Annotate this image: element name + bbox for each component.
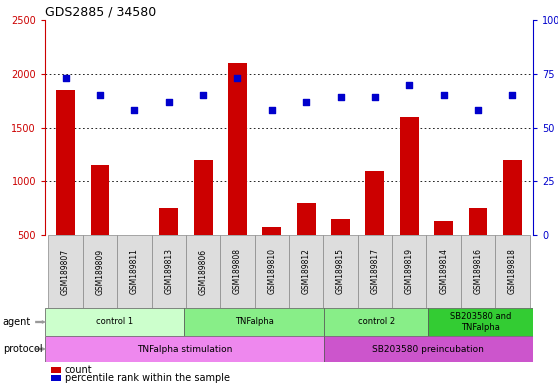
Text: GSM189815: GSM189815 bbox=[336, 248, 345, 295]
Bar bbox=[461, 235, 495, 308]
Bar bbox=[90, 165, 109, 235]
Text: GSM189806: GSM189806 bbox=[199, 248, 208, 295]
Text: SB203580 and
TNFalpha: SB203580 and TNFalpha bbox=[450, 312, 511, 332]
Point bbox=[199, 92, 208, 98]
Text: control 1: control 1 bbox=[96, 318, 133, 326]
Text: GSM189810: GSM189810 bbox=[267, 248, 276, 295]
Text: GSM189812: GSM189812 bbox=[302, 248, 311, 295]
Bar bbox=[159, 208, 178, 235]
Text: percentile rank within the sample: percentile rank within the sample bbox=[65, 373, 229, 383]
Bar bbox=[194, 160, 213, 235]
Point bbox=[336, 94, 345, 101]
Point bbox=[233, 75, 242, 81]
Text: GSM189811: GSM189811 bbox=[130, 248, 139, 295]
Text: protocol: protocol bbox=[3, 344, 42, 354]
Bar bbox=[495, 235, 530, 308]
Text: GSM189814: GSM189814 bbox=[439, 248, 448, 295]
Point bbox=[130, 107, 139, 113]
Bar bbox=[324, 336, 533, 362]
Bar bbox=[434, 221, 453, 235]
Bar bbox=[83, 235, 117, 308]
Bar bbox=[220, 235, 254, 308]
Bar bbox=[365, 170, 384, 235]
Bar bbox=[186, 235, 220, 308]
Bar bbox=[400, 117, 418, 235]
Text: GSM189808: GSM189808 bbox=[233, 248, 242, 295]
Text: GSM189818: GSM189818 bbox=[508, 248, 517, 295]
Bar bbox=[392, 235, 426, 308]
Point bbox=[371, 94, 379, 101]
Bar bbox=[49, 235, 83, 308]
Bar bbox=[324, 308, 429, 336]
Text: agent: agent bbox=[3, 317, 31, 327]
Bar bbox=[185, 308, 324, 336]
Point bbox=[508, 92, 517, 98]
Point bbox=[302, 99, 311, 105]
Point bbox=[61, 75, 70, 81]
Text: GDS2885 / 34580: GDS2885 / 34580 bbox=[45, 5, 156, 18]
Bar bbox=[45, 336, 324, 362]
Bar bbox=[324, 235, 358, 308]
Bar bbox=[426, 235, 461, 308]
Bar bbox=[262, 227, 281, 235]
Text: GSM189809: GSM189809 bbox=[95, 248, 104, 295]
Text: count: count bbox=[65, 365, 92, 375]
Bar bbox=[228, 63, 247, 235]
Bar bbox=[429, 308, 533, 336]
Point bbox=[164, 99, 173, 105]
Bar bbox=[503, 160, 522, 235]
Text: TNFalpha stimulation: TNFalpha stimulation bbox=[137, 344, 232, 354]
Text: GSM189813: GSM189813 bbox=[164, 248, 173, 295]
Bar bbox=[331, 219, 350, 235]
Text: GSM189816: GSM189816 bbox=[474, 248, 483, 295]
Text: GSM189817: GSM189817 bbox=[371, 248, 379, 295]
Text: SB203580 preincubation: SB203580 preincubation bbox=[373, 344, 484, 354]
Point bbox=[474, 107, 483, 113]
Text: GSM189807: GSM189807 bbox=[61, 248, 70, 295]
Bar bbox=[469, 208, 488, 235]
Bar bbox=[45, 308, 185, 336]
Text: control 2: control 2 bbox=[358, 318, 395, 326]
Point bbox=[439, 92, 448, 98]
Bar bbox=[289, 235, 324, 308]
Bar bbox=[297, 203, 316, 235]
Point bbox=[95, 92, 104, 98]
Bar bbox=[152, 235, 186, 308]
Bar bbox=[254, 235, 289, 308]
Bar bbox=[117, 235, 152, 308]
Point bbox=[405, 81, 413, 88]
Bar bbox=[56, 90, 75, 235]
Bar bbox=[358, 235, 392, 308]
Text: GSM189819: GSM189819 bbox=[405, 248, 414, 295]
Point bbox=[267, 107, 276, 113]
Text: TNFalpha: TNFalpha bbox=[235, 318, 273, 326]
